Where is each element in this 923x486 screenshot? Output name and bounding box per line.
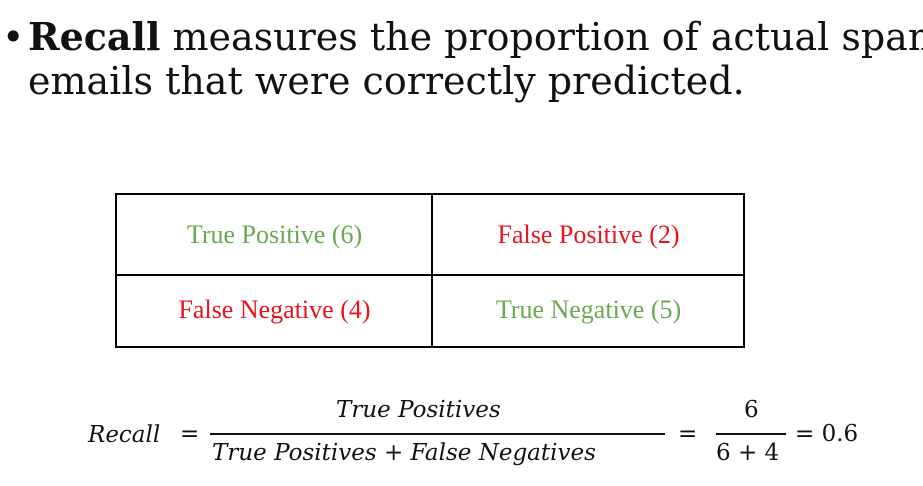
bullet-line-1-text: measures the proportion of actual spam	[160, 15, 923, 59]
cell-true-positive: True Positive (6)	[186, 219, 363, 249]
bullet-line-2: emails that were correctly predicted.	[28, 59, 745, 103]
formula-denominator: True Positives + False Negatives	[212, 440, 596, 466]
formula-numerator: True Positives	[336, 397, 501, 423]
cell-false-positive: False Positive (2)	[497, 219, 680, 249]
matrix-horizontal-divider	[117, 274, 743, 276]
fraction-bar-1	[210, 433, 665, 435]
bullet-line-1: •Recall measures the proportion of actua…	[2, 14, 923, 60]
formula-numerator-2: 6	[744, 397, 759, 423]
formula-denominator-2: 6 + 4	[716, 440, 780, 466]
recall-formula: Recall = True Positives True Positives +…	[0, 395, 923, 475]
cell-false-negative: False Negative (4)	[178, 295, 371, 324]
formula-result: = 0.6	[795, 421, 859, 447]
formula-equals-2: =	[678, 421, 698, 447]
formula-lhs: Recall	[88, 422, 161, 448]
confusion-matrix: True Positive (6) False Positive (2) Fal…	[115, 193, 745, 348]
formula-equals-1: =	[180, 421, 200, 447]
fraction-bar-2	[716, 433, 786, 435]
bullet-dot: •	[2, 15, 25, 59]
matrix-vertical-divider	[431, 195, 433, 346]
bullet-term: Recall	[28, 14, 161, 59]
cell-true-negative: True Negative (5)	[495, 295, 682, 324]
